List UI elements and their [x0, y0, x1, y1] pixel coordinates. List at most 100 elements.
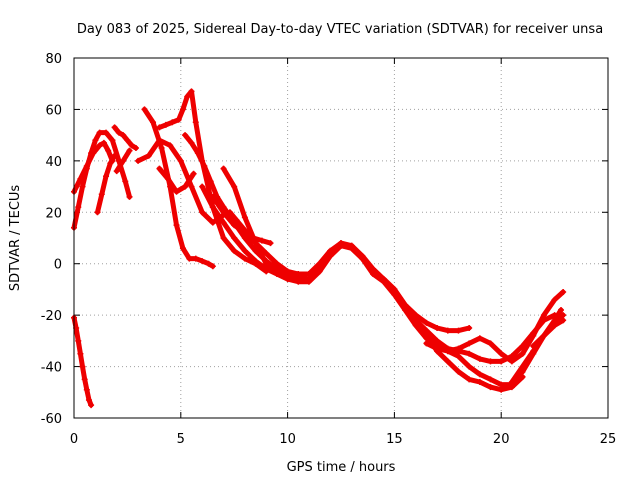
data-point [487, 358, 494, 365]
data-point [220, 165, 227, 172]
data-point [487, 376, 494, 383]
data-point [177, 157, 184, 164]
series-track-3 [94, 152, 118, 216]
data-point [530, 343, 537, 349]
data-point [192, 255, 199, 262]
data-point [423, 340, 430, 347]
data-point [135, 157, 142, 164]
data-point [338, 242, 344, 249]
series-track-11 [182, 132, 473, 334]
y-axis-ticks: -60 -40 -20 0 20 40 60 80 [41, 52, 62, 427]
data-point [487, 384, 494, 391]
data-point [476, 379, 483, 385]
data-point [92, 137, 99, 144]
data-point [348, 242, 355, 249]
data-point [519, 350, 526, 357]
data-point [96, 142, 103, 149]
data-point [83, 386, 90, 393]
data-point [551, 322, 558, 329]
data-point [145, 152, 152, 159]
data-point [305, 278, 312, 285]
grid-lines [74, 58, 608, 418]
data-point [252, 240, 259, 247]
x-tick-label: 0 [70, 432, 78, 447]
series-track-15 [423, 289, 567, 365]
data-point [179, 245, 186, 252]
data-point [273, 271, 280, 277]
data-point [120, 132, 127, 139]
data-point [77, 350, 84, 357]
data-point [109, 137, 116, 144]
data-point [205, 260, 212, 267]
data-point [164, 175, 171, 182]
data-point [100, 139, 107, 146]
data-point [476, 335, 483, 342]
data-point [370, 265, 377, 272]
series-line [221, 166, 564, 388]
data-point [295, 271, 302, 277]
data-point [434, 337, 441, 344]
data-point [508, 379, 515, 385]
series-track-9 [156, 165, 197, 195]
data-point [560, 289, 567, 295]
data-point [207, 178, 214, 185]
data-point [209, 193, 216, 200]
series-track-17 [530, 317, 567, 349]
data-point [105, 147, 112, 154]
data-point [124, 137, 131, 144]
data-point [173, 188, 180, 195]
data-point [252, 258, 259, 265]
data-point [241, 247, 248, 254]
data-point [113, 168, 120, 175]
data-point [380, 276, 387, 283]
x-axis-label: GPS time / hours [287, 460, 396, 475]
data-point [466, 350, 473, 357]
data-point [94, 209, 101, 216]
data-point [85, 397, 92, 403]
series-line [156, 166, 197, 195]
data-point [241, 229, 248, 236]
data-point [209, 204, 216, 211]
data-point [434, 345, 441, 352]
data-point [167, 142, 174, 149]
data-point [273, 260, 280, 267]
y-axis-label: SDTVAR / TECUs [8, 185, 23, 292]
x-tick-label: 10 [279, 432, 296, 447]
y-tick-label: 0 [54, 258, 62, 273]
data-point [540, 312, 547, 319]
data-point [455, 345, 462, 352]
data-point [466, 376, 473, 383]
data-point [508, 353, 515, 360]
y-tick-label: 20 [45, 206, 62, 221]
data-point [327, 253, 334, 259]
data-point [530, 348, 537, 355]
data-point [560, 317, 567, 324]
data-point [90, 150, 97, 157]
data-point [98, 191, 105, 198]
data-point [162, 121, 169, 128]
data-point [444, 327, 451, 334]
y-tick-label: 80 [45, 52, 62, 67]
data-point [444, 348, 451, 355]
data-point [455, 368, 462, 375]
data-point [175, 116, 182, 123]
series-line [95, 153, 118, 215]
data-point [186, 255, 193, 262]
data-point [128, 142, 135, 149]
data-point [179, 106, 186, 113]
data-point [156, 137, 163, 144]
data-point [103, 173, 110, 180]
data-point [284, 268, 291, 275]
data-point [182, 183, 189, 190]
data-point [199, 209, 206, 216]
data-point [455, 353, 462, 360]
data-point [231, 183, 238, 190]
data-point [498, 381, 505, 388]
data-point [199, 258, 206, 265]
y-tick-label: -40 [41, 361, 62, 376]
plot-frame [73, 57, 609, 419]
data-point [519, 373, 526, 380]
data-point [487, 340, 494, 347]
data-point [558, 307, 565, 313]
